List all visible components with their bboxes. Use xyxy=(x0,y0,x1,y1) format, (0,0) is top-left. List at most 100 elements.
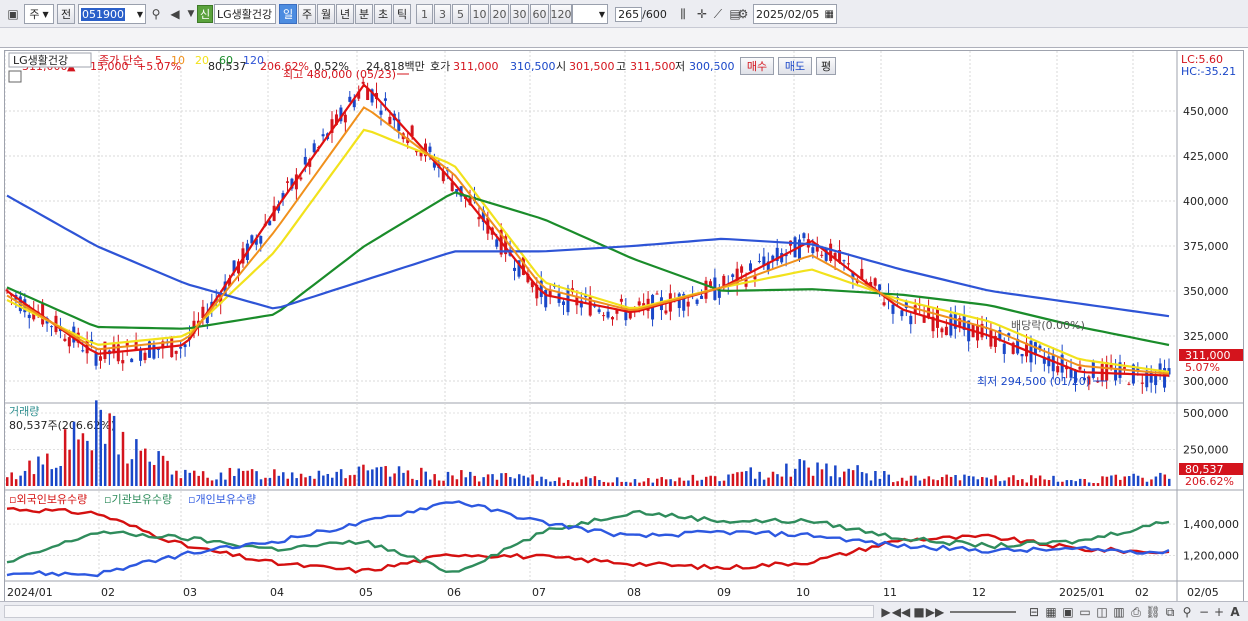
capture-icon[interactable]: ▣ xyxy=(1062,605,1074,619)
candle-body xyxy=(909,315,913,325)
speaker-icon[interactable]: ◀ xyxy=(170,7,180,21)
volume-bar xyxy=(780,476,784,486)
split-icon[interactable]: ◫ xyxy=(1096,605,1108,619)
interval-select[interactable]: ▼ xyxy=(572,4,608,24)
horizontal-scrollbar[interactable] xyxy=(4,605,874,618)
tab-interval-30[interactable]: 30 xyxy=(510,4,529,24)
chart-area[interactable]: 2024/01 02 03 04 05 06 07 08 09 10 11 12 2025/01 02 02… xyxy=(4,50,1244,602)
zoom-in-icon[interactable]: + xyxy=(1213,605,1225,619)
candle-body xyxy=(802,233,806,239)
candle-body xyxy=(829,243,833,262)
candle-body xyxy=(655,293,659,295)
candle-body xyxy=(334,114,338,125)
tab-period-3[interactable]: 년 xyxy=(336,4,354,24)
play-icon[interactable]: ▶ xyxy=(881,605,891,619)
magnifier-icon[interactable]: ⚲ xyxy=(1182,605,1192,619)
save-icon[interactable]: ▤ xyxy=(729,7,741,21)
volume-bar xyxy=(1159,472,1162,486)
candle-body xyxy=(1047,356,1051,367)
fast-forward-icon[interactable]: ▶▶ xyxy=(925,605,945,619)
market-select[interactable]: 주 ▼ xyxy=(24,4,54,24)
volume-bar xyxy=(1136,475,1140,486)
speed-slider[interactable] xyxy=(950,611,1016,613)
tab-interval-120[interactable]: 120 xyxy=(550,4,572,24)
rewind-icon[interactable]: ◀◀ xyxy=(891,605,911,619)
volume-bar xyxy=(86,440,89,486)
tab-interval-3[interactable]: 3 xyxy=(434,4,451,24)
volume-bar xyxy=(1070,480,1073,486)
search-icon[interactable]: ⚲ xyxy=(151,7,161,21)
sell-button[interactable]: 매도 xyxy=(778,57,812,75)
grid-icon[interactable]: ▦ xyxy=(1045,605,1057,619)
tab-interval-60[interactable]: 60 xyxy=(530,4,549,24)
tab-period-0[interactable]: 일 xyxy=(279,4,297,24)
x-tick-label: 12 xyxy=(972,586,986,599)
tab-interval-1[interactable]: 1 xyxy=(416,4,433,24)
candle-body xyxy=(219,295,223,304)
volume-bar xyxy=(660,477,663,486)
copy-icon[interactable]: ⧉ xyxy=(1165,604,1175,619)
window-icon[interactable]: ▣ xyxy=(7,7,19,21)
prev-button[interactable]: 전 xyxy=(57,4,75,24)
candle-body xyxy=(397,119,401,131)
volume-bar xyxy=(936,480,939,486)
volume-bar xyxy=(63,429,67,486)
volume-bar xyxy=(589,478,592,486)
candle-body xyxy=(241,248,245,264)
volume-bar xyxy=(696,480,699,486)
print-icon[interactable]: ⎙ xyxy=(1131,604,1141,619)
zoom-out-icon[interactable]: − xyxy=(1198,605,1210,619)
volume-bar xyxy=(713,476,717,486)
candle-body xyxy=(686,301,690,307)
count-display[interactable]: 265/600 xyxy=(612,4,670,24)
crosshair-icon[interactable]: ✛ xyxy=(696,7,708,21)
chart-canvas[interactable]: 2024/01 02 03 04 05 06 07 08 09 10 11 12 2025/01 02 02… xyxy=(4,51,1243,601)
volume-bar xyxy=(255,471,258,486)
volume-bar xyxy=(709,475,712,486)
volume-bar xyxy=(629,482,632,486)
zoom-reset-icon[interactable]: ⊟ xyxy=(1028,605,1040,619)
volume-summary: 80,537주(206.62%) xyxy=(9,419,115,432)
stock-code-input[interactable]: 051900 ▼ xyxy=(78,4,146,24)
volume-bar xyxy=(802,460,806,486)
candle-body xyxy=(530,281,534,288)
count-value[interactable]: 265 xyxy=(615,6,643,22)
tab-period-5[interactable]: 초 xyxy=(374,4,392,24)
link-icon[interactable]: ⛓ xyxy=(1145,605,1161,619)
buy-button[interactable]: 매수 xyxy=(740,57,774,75)
candle-body xyxy=(1087,376,1091,385)
candle-icon[interactable]: ⫼ xyxy=(680,6,686,21)
avg-button[interactable]: 평 xyxy=(816,57,836,75)
tab-interval-5[interactable]: 5 xyxy=(452,4,469,24)
volume-bar xyxy=(687,480,690,486)
layout-icon[interactable]: ▥ xyxy=(1113,605,1125,619)
volume-bar xyxy=(201,471,205,486)
tab-interval-10[interactable]: 10 xyxy=(470,4,489,24)
line-tool-icon[interactable]: ⟋ xyxy=(713,6,723,21)
tab-interval-20[interactable]: 20 xyxy=(490,4,509,24)
window-icon[interactable]: ▭ xyxy=(1079,605,1091,619)
gear-icon[interactable]: ⚙ xyxy=(737,7,749,21)
volume-bar xyxy=(1110,475,1113,486)
candle-body xyxy=(450,182,454,192)
volume-bar xyxy=(188,472,192,486)
tab-period-4[interactable]: 분 xyxy=(355,4,373,24)
volume-bar xyxy=(580,479,583,486)
candle-body xyxy=(477,217,481,220)
calendar-icon[interactable]: ▦ xyxy=(824,8,834,20)
volume-bar xyxy=(923,478,926,486)
volume-bar xyxy=(219,472,223,486)
volume-title: 거래량 xyxy=(9,405,39,418)
x-tick-label: 2025/01 xyxy=(1059,586,1105,599)
volume-bar xyxy=(562,482,566,486)
volume-bar xyxy=(771,471,775,486)
tab-period-2[interactable]: 월 xyxy=(317,4,335,24)
stop-icon[interactable]: ■ xyxy=(913,605,925,619)
tab-period-6[interactable]: 틱 xyxy=(393,4,411,24)
volume-bar xyxy=(700,479,704,486)
tab-period-1[interactable]: 주 xyxy=(298,4,316,24)
settings-dropdown-icon[interactable]: ▼ xyxy=(187,9,195,19)
font-size-icon[interactable]: A xyxy=(1230,605,1240,619)
date-input[interactable]: 2025/02/05 ▦ xyxy=(753,4,837,24)
volume-bar xyxy=(28,460,31,486)
